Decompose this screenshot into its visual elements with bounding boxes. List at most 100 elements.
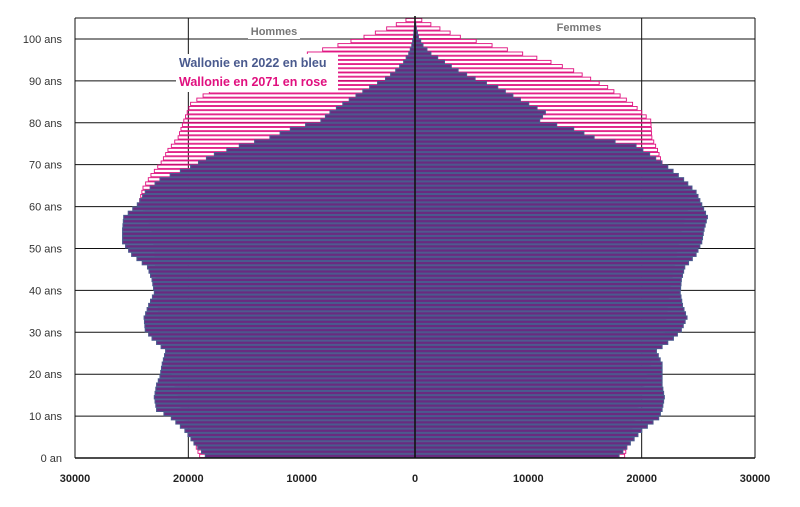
bar-2022-men <box>149 185 416 190</box>
bar-2022-men <box>369 84 416 90</box>
bar-2022-men <box>269 135 416 140</box>
bar-2022-women <box>414 407 663 412</box>
bar-2022-men <box>169 172 416 178</box>
bar-2022-men <box>205 156 416 161</box>
bar-2022-men <box>136 202 416 207</box>
bar-2071-men <box>386 26 416 31</box>
bar-2022-women <box>414 286 682 291</box>
bar-2022-men <box>143 319 416 324</box>
bar-2022-men <box>155 403 416 408</box>
bar-2022-women <box>414 336 674 341</box>
bar-2022-women <box>414 202 703 207</box>
hommes-label: Hommes <box>251 26 297 38</box>
bar-2022-women <box>414 307 685 312</box>
bar-2022-women <box>414 72 468 77</box>
bar-2022-men <box>342 101 416 107</box>
x-tick-label: 10000 <box>513 473 544 485</box>
y-tick-label: 100 ans <box>23 34 63 46</box>
bar-2022-men <box>329 110 416 115</box>
bar-2022-men <box>399 64 416 69</box>
bar-2071-women <box>414 30 451 35</box>
bar-2022-men <box>157 378 416 383</box>
bar-2071-women <box>414 34 461 39</box>
bar-2022-women <box>414 332 678 337</box>
bar-2022-women <box>414 244 701 249</box>
bar-2022-men <box>151 336 416 341</box>
bar-2022-women <box>414 260 690 266</box>
bar-2022-women <box>414 269 685 274</box>
bar-2022-men <box>125 244 416 249</box>
bar-2022-women <box>414 47 428 52</box>
bar-2071-men <box>363 34 416 39</box>
bar-2022-men <box>238 143 416 148</box>
bar-2022-women <box>414 428 643 433</box>
bar-2022-men <box>226 147 416 153</box>
bar-2022-women <box>414 110 546 115</box>
bar-2022-men <box>355 93 416 98</box>
bar-2022-men <box>179 424 416 429</box>
bar-2022-women <box>414 365 663 371</box>
bar-2022-women <box>414 135 595 140</box>
bar-2022-women <box>414 252 697 257</box>
bar-2022-men <box>122 227 416 232</box>
bar-2022-women <box>414 240 703 245</box>
bar-2022-women <box>414 131 585 136</box>
bar-2022-women <box>414 302 684 308</box>
bar-2022-women <box>414 76 476 81</box>
bar-2022-men <box>156 382 416 387</box>
femmes-label-bg <box>553 19 605 35</box>
bar-2022-women <box>414 290 681 295</box>
bar-2022-women <box>414 227 705 232</box>
axes <box>74 16 756 459</box>
bar-2022-women <box>414 424 648 429</box>
x-tick-label: 0 <box>412 473 418 485</box>
bar-2022-men <box>279 131 416 136</box>
y-tick-label: 80 ans <box>29 118 63 130</box>
bar-2022-women <box>414 353 659 358</box>
bar-2022-men <box>190 164 416 169</box>
bar-2022-women <box>414 311 687 316</box>
bar-2022-women <box>414 80 487 86</box>
bar-2022-men <box>146 307 416 312</box>
bar-2022-women <box>414 235 704 241</box>
bar-2022-men <box>145 311 416 316</box>
bar-2022-women <box>414 177 685 182</box>
bar-2022-women <box>414 420 654 425</box>
y-tick-label: 90 ans <box>29 76 63 88</box>
bar-2071-women <box>414 18 423 23</box>
bar-2022-women <box>414 445 628 450</box>
x-tick-label: 20000 <box>626 473 657 485</box>
bar-2022-men <box>403 59 416 65</box>
bar-2022-women <box>414 256 693 262</box>
bar-2022-women <box>414 403 664 408</box>
bar-2022-women <box>414 357 661 362</box>
bar-2022-men <box>151 277 416 283</box>
bar-2022-men <box>395 68 416 73</box>
bar-2071-men <box>395 22 416 27</box>
bar-2022-women <box>414 328 682 333</box>
y-tick-label: 60 ans <box>29 202 63 214</box>
bar-2022-women <box>414 453 620 459</box>
bar-2022-women <box>414 340 669 345</box>
bar-2022-women <box>414 84 499 90</box>
bar-2022-men <box>160 344 416 350</box>
bar-2022-women <box>414 172 679 178</box>
bar-2071-men <box>322 47 416 52</box>
bar-2022-men <box>175 420 416 425</box>
bar-2022-women <box>414 281 682 287</box>
bar-2022-men <box>201 449 416 454</box>
bar-2022-men <box>142 193 416 199</box>
bar-2022-women <box>414 206 705 211</box>
bar-2022-men <box>179 168 416 174</box>
bar-2022-men <box>161 361 416 366</box>
bar-2022-men <box>160 365 416 371</box>
x-tick-label: 30000 <box>740 473 771 485</box>
bar-2022-women <box>414 323 684 329</box>
bar-2022-men <box>190 436 416 442</box>
bar-2022-men <box>136 256 416 262</box>
bar-2022-men <box>165 348 416 354</box>
bar-2022-men <box>163 411 416 417</box>
bar-2022-women <box>414 361 663 366</box>
bar-2022-men <box>139 198 416 203</box>
bar-2022-women <box>414 89 506 94</box>
